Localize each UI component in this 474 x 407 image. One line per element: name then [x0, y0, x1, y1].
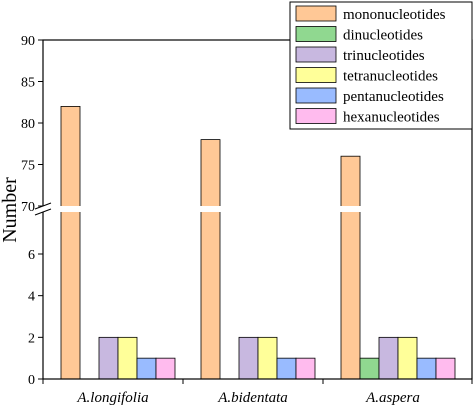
category-label-2: A.aspera [365, 390, 420, 406]
bar-tetranucleotides-0 [117, 336, 138, 380]
legend: mononucleotides dinucleotides trinucleotid… [289, 1, 473, 130]
y-tick-label-75: 75 [21, 159, 35, 174]
bar-mononucleotides-0 [60, 106, 81, 380]
bar-trinucleotides-2 [378, 336, 399, 380]
legend-swatch-dinucleotides [295, 26, 337, 42]
y-tick-label-85: 85 [21, 76, 35, 91]
bars-layer [55, 106, 472, 380]
y-tick-label-4: 4 [28, 290, 35, 305]
y-tick-label-6: 6 [28, 248, 35, 263]
bar-mononucleotides-2 [340, 155, 361, 380]
axis-break-slash-1 [34, 208, 52, 216]
legend-swatch-tetranucleotides [295, 67, 337, 83]
legend-label-mononucleotides: mononucleotides [343, 7, 446, 23]
y-tick-label-70: 70 [21, 200, 35, 215]
axes-layer [34, 39, 473, 384]
legend-swatch-mononucleotides [295, 5, 337, 22]
y-axis-title: Number [0, 177, 21, 243]
legend-swatch-hexanucleotides [295, 108, 337, 124]
legend-label-dinucleotides: dinucleotides [343, 28, 423, 44]
bar-hexanucleotides-2 [435, 357, 456, 380]
legend-swatch-trinucleotides [295, 46, 337, 63]
bar-pentanucleotides-1 [276, 357, 297, 380]
bar-pentanucleotides-0 [136, 357, 157, 380]
legend-label-trinucleotides: trinucleotides [343, 48, 425, 64]
legend-label-hexanucleotides: hexanucleotides [343, 110, 440, 126]
y-axis-break-gap [37, 206, 49, 212]
bar-tetranucleotides-1 [257, 336, 278, 380]
bar-dinucleotides-2 [359, 357, 380, 380]
category-label-0: A.longifolia [76, 390, 148, 406]
bar-trinucleotides-1 [238, 336, 259, 380]
legend-box [289, 1, 473, 130]
y-tick-label-2: 2 [28, 331, 35, 346]
bar-trinucleotides-0 [98, 336, 119, 380]
axis-break-gap [55, 206, 472, 212]
bar-pentanucleotides-2 [416, 357, 437, 380]
y-tick-label-90: 90 [21, 34, 35, 49]
legend-swatch-pentanucleotides [295, 87, 337, 104]
legend-label-tetranucleotides: tetranucleotides [343, 69, 438, 85]
bar-hexanucleotides-0 [155, 357, 176, 380]
bar-hexanucleotides-1 [295, 357, 316, 380]
category-label-1: A.bidentata [217, 390, 288, 406]
bar-mononucleotides-1 [200, 139, 221, 380]
y-tick-label-0: 0 [28, 373, 35, 388]
labels-layer: 0 2 4 6 70 75 80 85 90 A.longifolia A.bidentata A.a… [21, 34, 420, 406]
bar-tetranucleotides-2 [397, 336, 418, 380]
y-tick-label-80: 80 [21, 117, 35, 132]
legend-label-pentanucleotides: pentanucleotides [343, 89, 444, 105]
